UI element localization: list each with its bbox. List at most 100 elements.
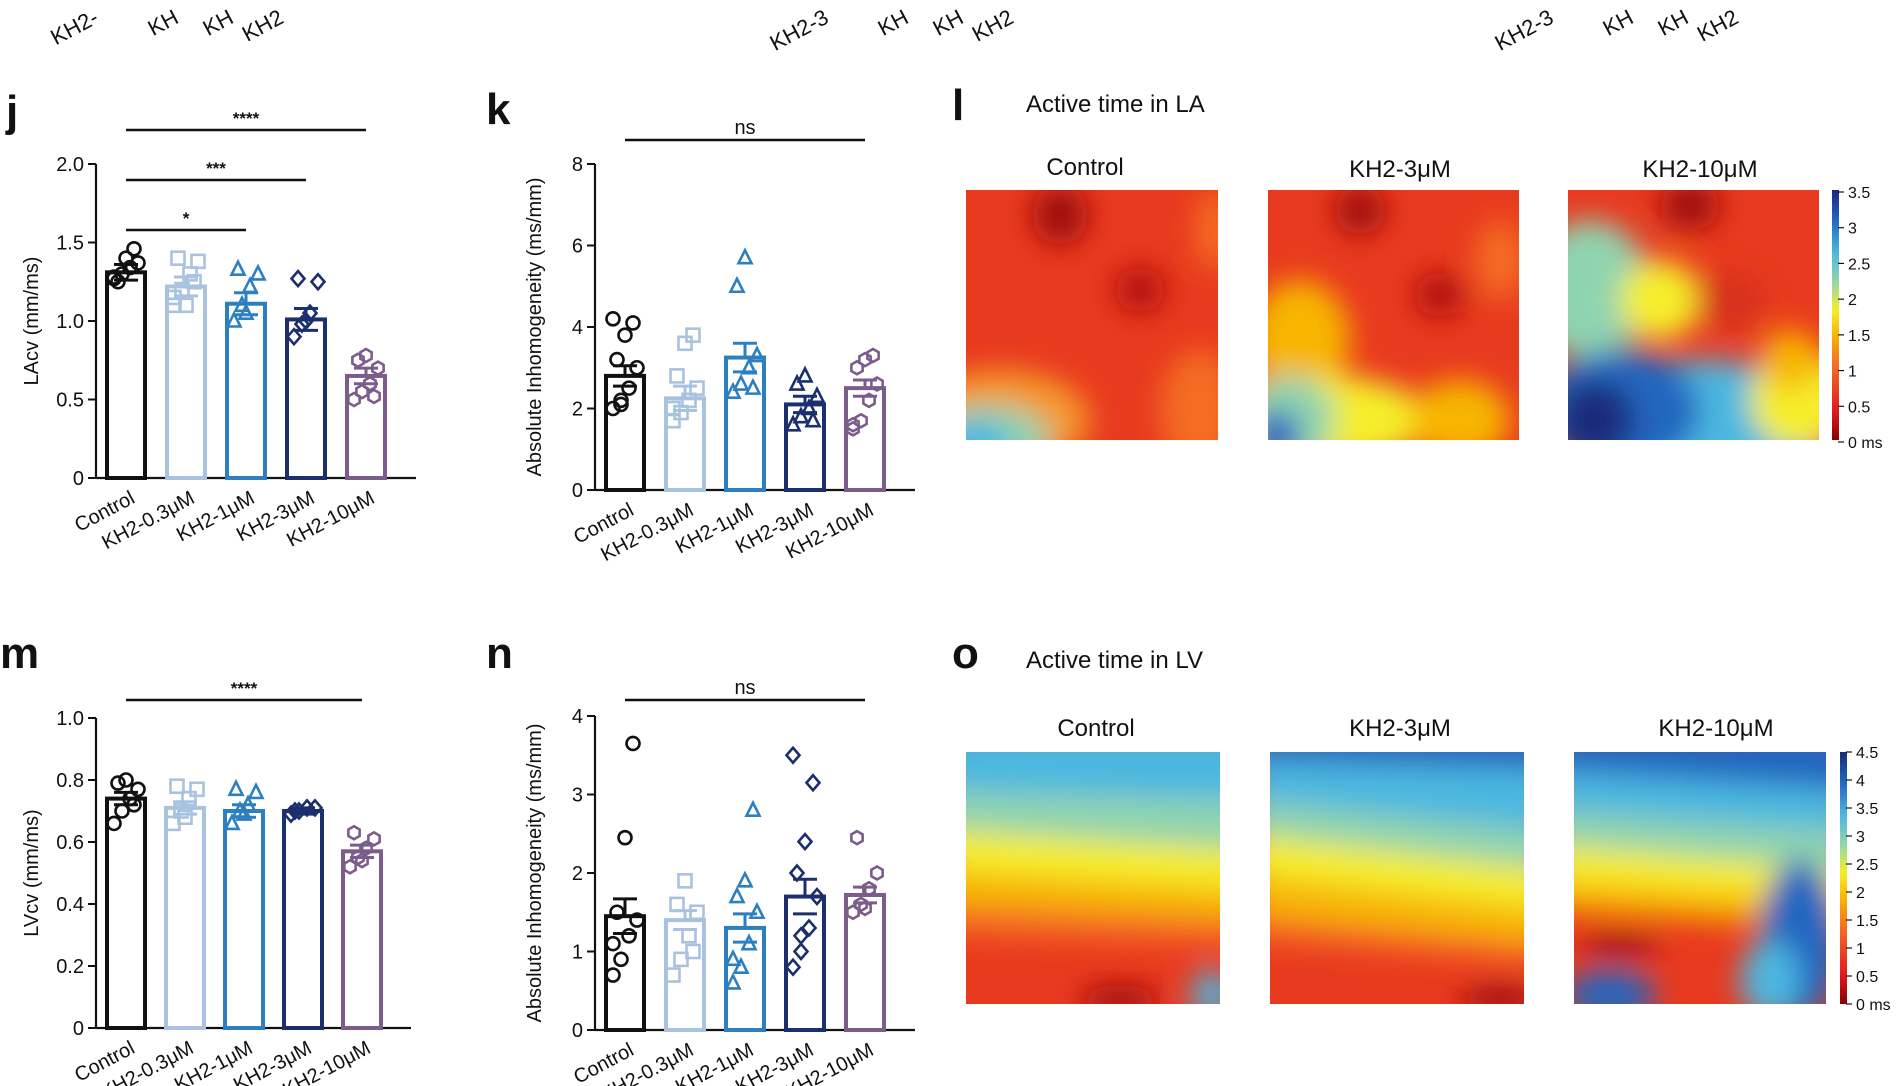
- data-point: [724, 972, 742, 990]
- colorbar-tick-label: 0.5: [1856, 969, 1878, 986]
- data-point: [617, 829, 633, 846]
- colorbar-tick-label: 3.5: [1848, 185, 1870, 202]
- data-point: [862, 880, 876, 897]
- y-tick-label: 0.6: [56, 832, 84, 854]
- y-tick-label: 0.4: [56, 894, 84, 916]
- data-point: [796, 365, 814, 383]
- heatmap-o-label-3um: KH2-3μM: [1349, 715, 1451, 742]
- colorbar-tick-label: 3: [1856, 829, 1865, 846]
- data-point: [186, 273, 202, 290]
- data-point: [170, 250, 186, 266]
- data-point: [748, 345, 766, 363]
- y-tick-label: 0: [572, 480, 583, 502]
- y-tick-label: 2: [572, 863, 583, 885]
- bar-KH2-0.3μM: [664, 396, 706, 492]
- data-point: [166, 289, 182, 306]
- y-axis-label: LVcv (mm/ms): [21, 809, 43, 936]
- colorbar-tick-label: 1.5: [1848, 328, 1870, 345]
- bar-KH2-0.3μM: [164, 805, 206, 1031]
- y-tick-label: 0.2: [56, 956, 84, 978]
- y-tick-label: 0.5: [56, 390, 84, 412]
- panel-label-n: n: [486, 629, 513, 678]
- colorbar-tick-label: 3: [1848, 221, 1857, 238]
- data-point: [788, 373, 806, 391]
- data-point: [181, 790, 197, 807]
- clipped-label: KH2: [1693, 4, 1743, 46]
- data-point: [854, 412, 868, 429]
- data-point: [744, 377, 762, 395]
- data-point: [617, 327, 633, 343]
- data-point: [808, 385, 826, 404]
- colorbar-tick-label: 1.5: [1856, 913, 1878, 930]
- data-point: [724, 948, 742, 967]
- colorbar-tick-label: 1: [1856, 941, 1865, 958]
- data-point: [235, 803, 253, 821]
- data-point: [286, 801, 304, 821]
- data-point: [605, 935, 621, 952]
- data-point: [784, 957, 802, 977]
- data-point: [669, 368, 685, 384]
- heatmap-l-3um: [1268, 190, 1519, 440]
- heatmap-o-label-control: Control: [1057, 715, 1134, 742]
- y-tick-label: 4: [572, 317, 583, 339]
- data-point: [306, 798, 324, 818]
- significance-label: ****: [233, 109, 260, 128]
- data-point: [229, 258, 247, 276]
- data-point: [241, 276, 259, 294]
- data-point: [118, 250, 134, 267]
- colorbar-tick-label: 1: [1848, 364, 1857, 381]
- data-point: [106, 815, 122, 832]
- significance-label: *: [183, 209, 190, 228]
- data-point: [237, 302, 255, 320]
- data-point: [677, 335, 693, 352]
- data-point: [177, 809, 193, 826]
- data-point: [858, 900, 872, 917]
- heatmap-l-10um: [1568, 190, 1819, 440]
- heatmap-o-control: [966, 752, 1220, 1004]
- data-point: [796, 832, 814, 852]
- y-tick-label: 0: [572, 1020, 583, 1042]
- colorbar-tick-label: 0.5: [1848, 399, 1870, 416]
- data-point: [223, 812, 241, 831]
- data-point: [106, 269, 122, 285]
- y-tick-label: 0.8: [56, 770, 84, 792]
- colorbar-tick-label: 2: [1848, 292, 1857, 309]
- colorbar-o-ticks: 4.5 4 3.5 3 2.5 2 1.5 1 0.5 0 ms: [1846, 745, 1891, 1014]
- clipped-label: KH: [874, 4, 913, 40]
- panel-label-k: k: [486, 85, 511, 134]
- panel-label-o: o: [952, 629, 979, 678]
- data-point: [870, 376, 884, 393]
- data-point: [239, 794, 257, 812]
- heatmap-o-10um: [1574, 752, 1826, 1004]
- y-tick-label: 0: [73, 1018, 84, 1040]
- colorbar-tick-label: 4.5: [1856, 745, 1878, 762]
- colorbar-tick-label: 0 ms: [1848, 435, 1883, 452]
- data-point: [359, 347, 373, 364]
- data-point: [744, 799, 762, 818]
- bar-KH2-3μM: [784, 894, 826, 1032]
- data-point: [866, 347, 880, 364]
- data-point: [669, 896, 685, 913]
- panel-label-l: l: [952, 81, 964, 130]
- data-point: [788, 863, 806, 883]
- data-point: [732, 956, 750, 975]
- y-axis-label: Absolute Inhomogeneity (ms/mm): [524, 723, 546, 1022]
- data-point: [189, 781, 205, 798]
- data-point: [748, 901, 766, 920]
- data-point: [247, 781, 265, 800]
- data-point: [282, 804, 300, 824]
- significance-label: ***: [206, 159, 226, 178]
- data-point: [351, 352, 365, 369]
- data-point: [355, 852, 369, 869]
- data-point: [665, 967, 681, 983]
- data-point: [728, 275, 746, 294]
- clipped-label: KH: [929, 4, 968, 40]
- y-tick-label: 4: [572, 706, 583, 728]
- data-point: [289, 269, 307, 289]
- clipped-label: KH2-3: [1491, 4, 1558, 55]
- colorbar-tick-label: 0 ms: [1856, 997, 1891, 1014]
- data-point: [862, 392, 876, 409]
